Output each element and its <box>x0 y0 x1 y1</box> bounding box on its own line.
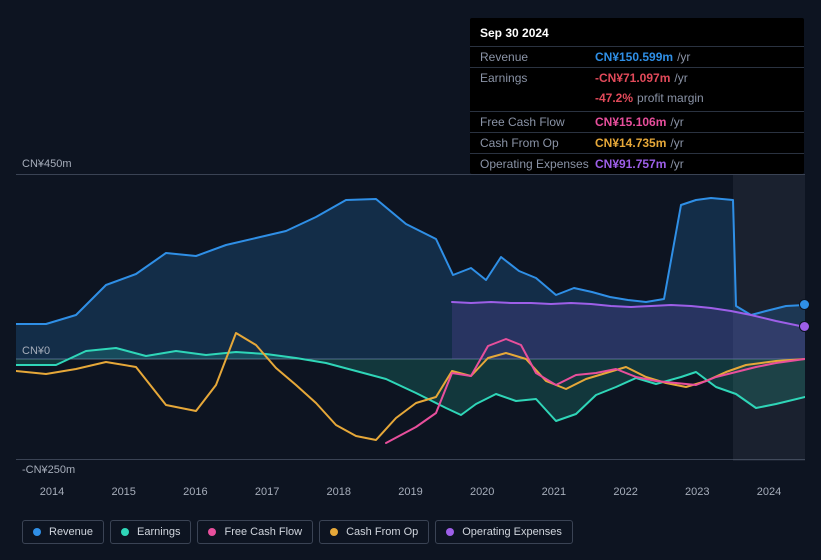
x-axis: 2014 2015 2016 2017 2018 2019 2020 2021 2022 2023… <box>16 486 805 504</box>
x-tick: 2014 <box>40 486 64 498</box>
tooltip-row: Cash From OpCN¥14.735m/yr <box>470 132 804 153</box>
x-tick: 2020 <box>470 486 494 498</box>
tooltip-row-value: CN¥150.599m <box>595 50 673 64</box>
tooltip-sub-unit: profit margin <box>637 91 704 105</box>
x-tick: 2019 <box>398 486 422 498</box>
x-tick: 2022 <box>613 486 637 498</box>
chart-container: CN¥450m CN¥0 -CN¥250m 201420152016201720… <box>16 158 805 504</box>
x-tick: 2015 <box>111 486 135 498</box>
x-tick: 2021 <box>542 486 566 498</box>
y-zero-label: CN¥0 <box>22 345 50 357</box>
legend-dot <box>330 528 338 536</box>
x-tick: 2018 <box>327 486 351 498</box>
legend-label: Revenue <box>49 526 93 538</box>
tooltip-row-unit: /yr <box>670 136 683 150</box>
tooltip-box: Sep 30 2024 RevenueCN¥150.599m/yrEarning… <box>470 18 804 174</box>
tooltip-row-value: CN¥15.106m <box>595 115 666 129</box>
legend-item[interactable]: Cash From Op <box>319 520 429 544</box>
legend-item[interactable]: Operating Expenses <box>435 520 573 544</box>
legend-item[interactable]: Free Cash Flow <box>197 520 313 544</box>
tooltip-row-unit: /yr <box>674 71 687 85</box>
tooltip-date: Sep 30 2024 <box>470 22 804 46</box>
tooltip-row-value: CN¥14.735m <box>595 136 666 150</box>
chart-plot[interactable]: CN¥0 <box>16 174 805 460</box>
tooltip-subrow: -47.2% profit margin <box>470 88 804 111</box>
series-endpoint-badge <box>799 321 810 332</box>
legend-label: Earnings <box>137 526 180 538</box>
x-tick: 2017 <box>255 486 279 498</box>
y-top-label: CN¥450m <box>16 158 805 170</box>
series-endpoint-badge <box>799 299 810 310</box>
legend-item[interactable]: Earnings <box>110 520 191 544</box>
legend-item[interactable]: Revenue <box>22 520 104 544</box>
legend-label: Cash From Op <box>346 526 418 538</box>
legend-label: Free Cash Flow <box>224 526 302 538</box>
legend: Revenue Earnings Free Cash Flow Cash From O… <box>22 520 573 544</box>
tooltip-row-value: -CN¥71.097m <box>595 71 670 85</box>
legend-label: Operating Expenses <box>462 526 562 538</box>
x-tick: 2024 <box>757 486 781 498</box>
x-tick: 2016 <box>183 486 207 498</box>
tooltip-row-unit: /yr <box>670 115 683 129</box>
tooltip-row: Free Cash FlowCN¥15.106m/yr <box>470 111 804 132</box>
x-tick: 2023 <box>685 486 709 498</box>
legend-dot <box>33 528 41 536</box>
tooltip-row-label: Cash From Op <box>480 136 595 150</box>
legend-dot <box>446 528 454 536</box>
y-bottom-label: -CN¥250m <box>16 464 805 476</box>
tooltip-row: Earnings-CN¥71.097m/yr <box>470 67 804 88</box>
tooltip-row: RevenueCN¥150.599m/yr <box>470 46 804 67</box>
tooltip-sub-value: -47.2% <box>595 91 633 105</box>
tooltip-row-label: Revenue <box>480 50 595 64</box>
tooltip-row-label: Free Cash Flow <box>480 115 595 129</box>
tooltip-row-label: Earnings <box>480 71 595 85</box>
legend-dot <box>208 528 216 536</box>
tooltip-row-unit: /yr <box>677 50 690 64</box>
legend-dot <box>121 528 129 536</box>
